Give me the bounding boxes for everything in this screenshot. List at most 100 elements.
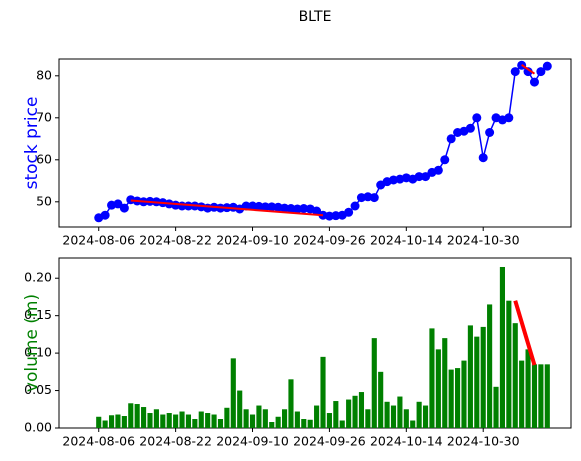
price-marker — [113, 199, 123, 209]
x-tick-label: 2024-09-26 — [293, 233, 366, 248]
price-marker — [292, 204, 302, 214]
volume-bar — [538, 364, 544, 428]
volume-bar — [326, 413, 332, 428]
price-marker — [485, 128, 495, 137]
price-marker — [446, 134, 456, 144]
volume-bar — [288, 379, 294, 428]
volume-bar — [179, 411, 185, 428]
volume-bar — [224, 407, 230, 428]
x-tick-label: 2024-10-14 — [370, 233, 443, 248]
y-tick-label: 0.00 — [24, 420, 52, 435]
y-tick-label: 70 — [36, 109, 52, 124]
chart-title: BLTE — [299, 9, 332, 25]
price-marker — [324, 211, 334, 221]
volume-bar — [544, 364, 550, 428]
volume-bar — [307, 419, 313, 428]
y-axis-label: stock price — [22, 97, 42, 190]
volume-bar — [134, 404, 140, 428]
price-marker — [472, 113, 482, 123]
volume-bar — [249, 414, 256, 428]
volume-bar — [256, 405, 262, 428]
volume-bar — [198, 411, 204, 428]
volume-bar — [416, 401, 422, 428]
volume-bar — [365, 409, 371, 428]
volume-bar — [390, 405, 397, 428]
x-tick-label: 2024-09-10 — [216, 434, 289, 449]
y-tick-label: 0.10 — [24, 345, 52, 360]
x-tick-label: 2024-08-06 — [62, 233, 135, 248]
volume-bar — [442, 338, 448, 428]
volume-bar — [474, 336, 480, 428]
volume-bar — [531, 364, 538, 428]
volume-bar — [410, 420, 416, 428]
price-marker — [369, 193, 379, 203]
price-marker — [312, 206, 322, 216]
trend-line — [130, 199, 324, 217]
volume-bar — [371, 338, 377, 428]
price-marker — [350, 201, 360, 211]
volume-bar — [115, 414, 121, 428]
price-line — [98, 64, 548, 219]
x-tick-label: 2024-09-10 — [216, 233, 289, 248]
volume-bar — [461, 360, 467, 428]
price-marker — [248, 201, 258, 211]
volume-bar — [352, 395, 358, 428]
volume-bar — [269, 422, 275, 428]
volume-bar — [422, 405, 429, 428]
trend-line — [521, 64, 536, 75]
price-marker — [286, 204, 296, 214]
price-marker — [465, 123, 475, 133]
price-marker — [529, 77, 539, 87]
price-marker — [542, 61, 552, 71]
y-tick-label: 0.05 — [24, 382, 52, 397]
volume-bar — [166, 413, 172, 428]
price-marker — [119, 203, 129, 213]
volume-bar — [275, 416, 281, 428]
price-marker — [267, 202, 277, 212]
volume-bar — [397, 396, 403, 428]
axes-frame — [58, 58, 572, 228]
price-marker — [421, 172, 431, 182]
x-tick-label: 2024-08-06 — [62, 434, 135, 449]
volume-bar — [519, 360, 525, 428]
volume-bar — [217, 419, 224, 428]
price-marker — [260, 202, 270, 212]
volume-bar — [384, 401, 390, 428]
volume-bar — [192, 419, 198, 428]
volume-bar — [525, 349, 531, 428]
trend-line — [513, 300, 537, 366]
x-tick-label: 2024-10-30 — [447, 434, 520, 449]
price-marker — [254, 201, 264, 211]
volume-bar — [102, 420, 108, 428]
volume-bar — [358, 392, 365, 428]
price-marker — [478, 153, 488, 163]
volume-bar — [378, 371, 384, 428]
y-tick-label: 80 — [36, 67, 52, 82]
volume-bar — [448, 369, 454, 428]
volume-bar — [294, 411, 300, 428]
volume-bar — [314, 405, 320, 428]
x-tick-label: 2024-10-14 — [370, 434, 443, 449]
volume-bar — [262, 409, 268, 428]
price-marker — [414, 172, 424, 182]
volume-bar — [499, 266, 505, 428]
x-tick-label: 2024-10-30 — [447, 233, 520, 248]
price-marker — [440, 155, 450, 165]
price-marker — [504, 113, 514, 123]
volume-bar — [467, 325, 473, 428]
price-marker — [100, 210, 110, 220]
price-marker — [331, 211, 341, 221]
volume-bar — [147, 413, 153, 428]
volume-bar — [173, 414, 179, 428]
price-marker — [183, 201, 193, 211]
volume-bar — [339, 420, 345, 428]
volume-bar — [487, 304, 493, 428]
volume-bar — [211, 414, 217, 428]
y-axis-label: volume (m) — [22, 294, 42, 392]
volume-bar — [160, 414, 166, 428]
y-tick-label: 50 — [36, 193, 52, 208]
x-tick-label: 2024-08-22 — [139, 434, 212, 449]
volume-bar — [128, 403, 134, 428]
volume-bar — [185, 414, 192, 428]
price-marker — [280, 203, 290, 213]
